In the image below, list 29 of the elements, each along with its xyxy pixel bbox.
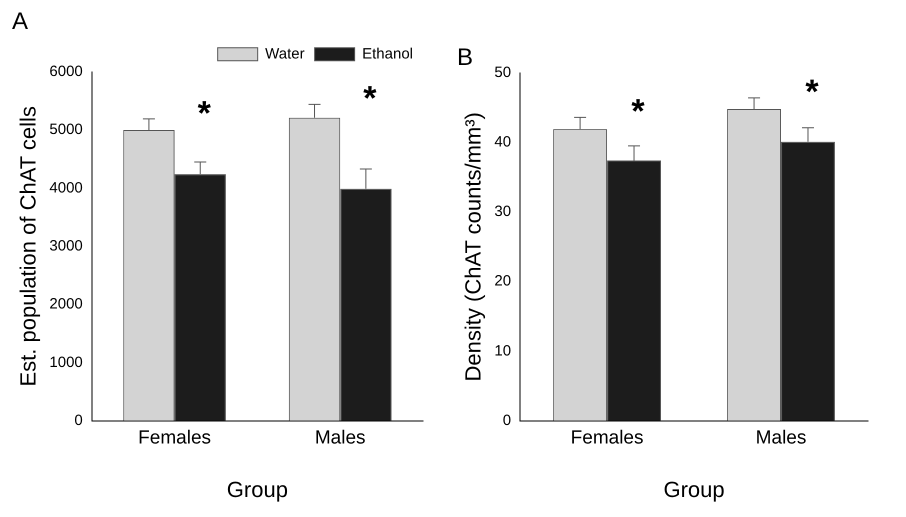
y-tick-label: 0 xyxy=(502,412,512,429)
annotation: * xyxy=(631,92,646,131)
x-tick-label: Males xyxy=(314,427,366,448)
y-tick-label: 30 xyxy=(494,203,512,220)
y-tick-label: 40 xyxy=(494,134,512,151)
annotation: * xyxy=(363,80,378,118)
y-tick-label: 20 xyxy=(494,272,512,290)
y-tick-label: 10 xyxy=(494,342,512,360)
y-tick-label: 5000 xyxy=(49,121,83,138)
y-tick-label: 3000 xyxy=(49,237,83,254)
chart-title: B xyxy=(457,44,474,72)
x-tick-label: Females xyxy=(570,427,644,448)
annotation: * xyxy=(805,73,820,112)
y-tick-label: 4000 xyxy=(49,179,83,196)
legend-label: Water xyxy=(265,45,305,62)
y-tick-label: 50 xyxy=(494,64,512,81)
y-tick-label: 1000 xyxy=(49,354,83,371)
y-axis-title: Density (ChAT counts/mm³) xyxy=(460,112,486,382)
y-axis-title: Est. population of ChAT cells xyxy=(15,106,40,387)
legend-label: Ethanol xyxy=(362,45,413,62)
annotation: * xyxy=(198,94,212,132)
y-tick-label: 2000 xyxy=(49,296,83,313)
y-tick-label: 0 xyxy=(74,412,83,429)
x-axis-title: Group xyxy=(663,476,725,502)
x-tick-label: Females xyxy=(138,427,212,448)
x-axis-title: Group xyxy=(226,476,288,502)
chart-title: A xyxy=(12,8,28,36)
x-tick-label: Males xyxy=(756,427,806,448)
y-tick-label: 6000 xyxy=(49,62,83,80)
